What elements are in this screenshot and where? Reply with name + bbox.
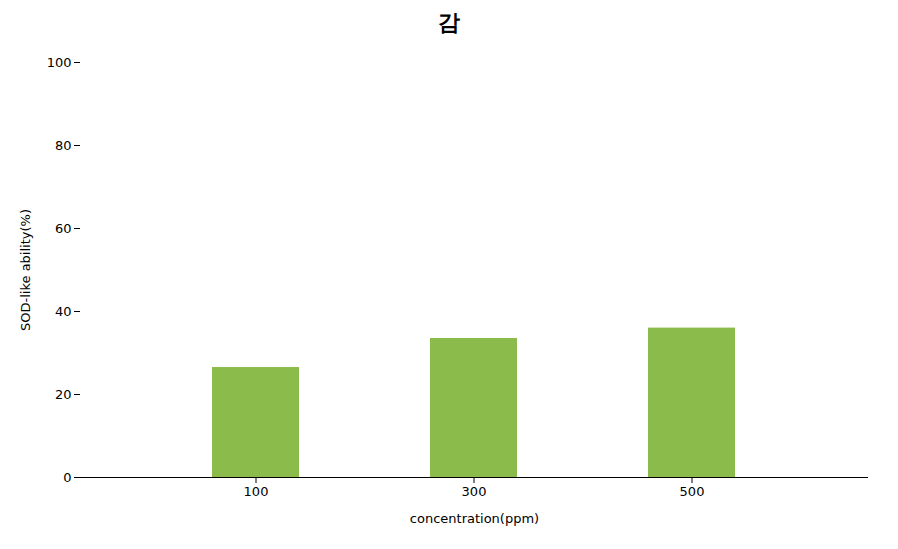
svg-text:100: 100 <box>47 55 72 70</box>
svg-text:60: 60 <box>55 221 72 236</box>
svg-text:80: 80 <box>55 138 72 153</box>
svg-text:SOD-like ability(%): SOD-like ability(%) <box>18 209 33 331</box>
svg-text:300: 300 <box>462 484 487 499</box>
svg-text:concentration(ppm): concentration(ppm) <box>410 511 539 526</box>
svg-text:40: 40 <box>55 304 72 319</box>
html-text:감: 감 <box>438 10 460 35</box>
svg-text:0: 0 <box>63 470 71 485</box>
svg-text:100: 100 <box>244 484 269 499</box>
svg-text:500: 500 <box>680 484 705 499</box>
svg-text:20: 20 <box>55 387 72 402</box>
